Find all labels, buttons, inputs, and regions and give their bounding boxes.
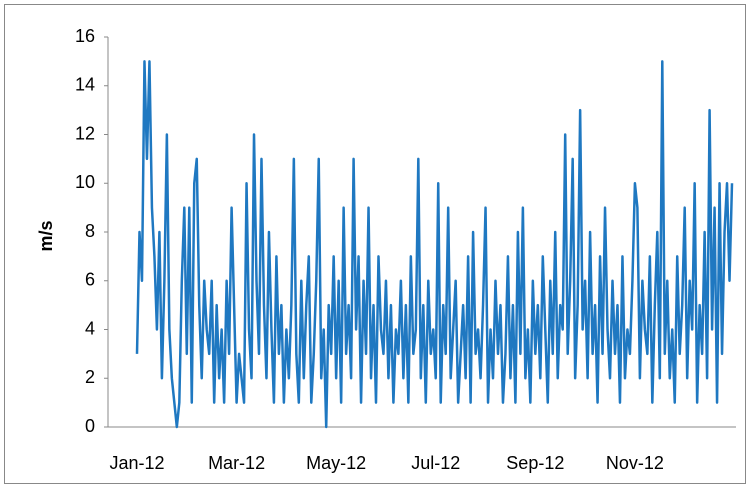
y-tick-label: 10 (75, 172, 95, 192)
x-tick-label: Mar-12 (208, 453, 265, 473)
y-tick-label: 2 (85, 367, 95, 387)
y-tick-label: 6 (85, 270, 95, 290)
data-line (135, 60, 734, 429)
x-tick-label: Nov-12 (606, 453, 664, 473)
x-tick-label: Jul-12 (411, 453, 460, 473)
chart-frame (4, 4, 746, 484)
y-tick-label: 0 (85, 416, 95, 436)
y-tick-label: 12 (75, 123, 95, 143)
y-tick-label: 14 (75, 75, 95, 95)
y-tick-label: 4 (85, 318, 95, 338)
y-tick-label: 16 (75, 26, 95, 46)
y-axis-label: m/s (36, 220, 56, 251)
y-tick-label: 8 (85, 221, 95, 241)
x-tick-label: Jan-12 (109, 453, 164, 473)
x-tick-label: Sep-12 (506, 453, 564, 473)
x-tick-label: May-12 (306, 453, 366, 473)
